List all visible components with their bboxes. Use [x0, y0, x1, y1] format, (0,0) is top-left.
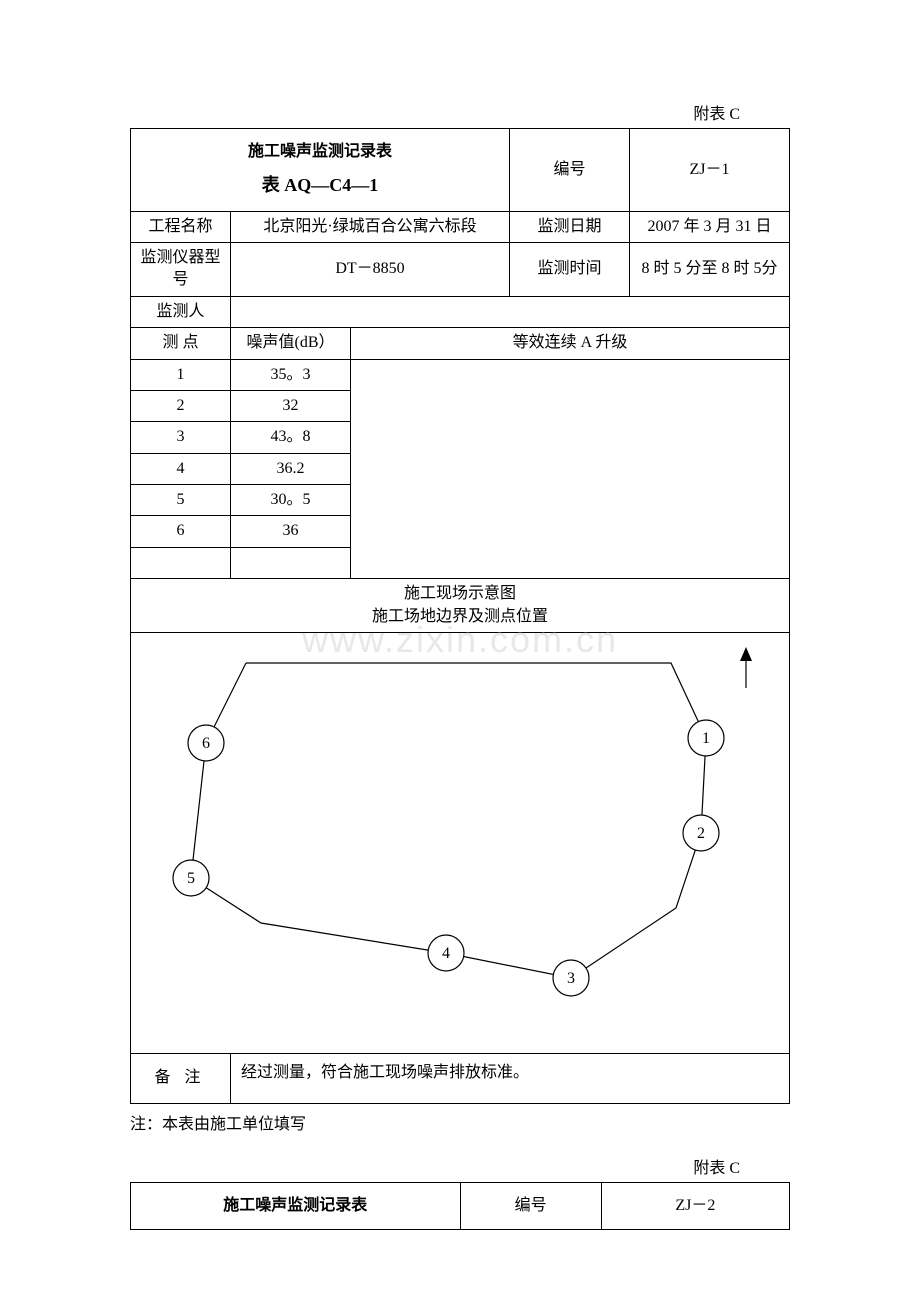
noise-monitoring-form-2: 施工噪声监测记录表 编号 ZJ－2 [130, 1182, 790, 1230]
svg-text:2: 2 [697, 825, 705, 842]
number-label: 编号 [510, 129, 630, 212]
point-cell: 4 [131, 453, 231, 484]
form2-number-value: ZJ－2 [601, 1183, 789, 1230]
noise-cell: 36 [231, 516, 351, 547]
noise-cell: 32 [231, 390, 351, 421]
form2-number-label: 编号 [460, 1183, 601, 1230]
header-point: 测 点 [131, 328, 231, 359]
appendix-label-2: 附表 C [40, 1154, 880, 1178]
point-cell: 5 [131, 485, 231, 516]
diagram-title2: 施工场地边界及测点位置 [372, 608, 548, 625]
number-value: ZJ－1 [630, 129, 790, 212]
diagram-title1: 施工现场示意图 [404, 585, 516, 602]
svg-text:3: 3 [567, 970, 575, 987]
form2-title: 施工噪声监测记录表 [131, 1183, 461, 1230]
remark-text: 经过测量，符合施工现场噪声排放标准。 [231, 1054, 790, 1104]
header-equiv: 等效连续 A 升级 [351, 328, 790, 359]
monitor-person-label: 监测人 [131, 296, 231, 327]
equiv-blank-area [351, 359, 790, 579]
diagram-header: 施工现场示意图 施工场地边界及测点位置 [131, 579, 789, 633]
svg-text:1: 1 [702, 730, 710, 747]
site-diagram-svg: 1 2 3 4 5 6 [131, 633, 789, 1043]
noise-monitoring-form-1: 施工噪声监测记录表 表 AQ—C4—1 编号 ZJ－1 工程名称 北京阳光·绿城… [130, 128, 790, 1104]
header-noise: 噪声值(dB） [231, 328, 351, 359]
monitor-person-value [231, 296, 790, 327]
footnote: 注：本表由施工单位填写 [130, 1110, 790, 1134]
monitor-date-label: 监测日期 [510, 211, 630, 242]
form-title-cell: 施工噪声监测记录表 表 AQ—C4—1 [131, 129, 510, 212]
form-subtitle: 表 AQ—C4—1 [137, 173, 503, 198]
point-cell: 3 [131, 422, 231, 453]
remark-label: 备注 [131, 1054, 231, 1104]
form-title: 施工噪声监测记录表 [248, 143, 392, 160]
point-cell: 2 [131, 390, 231, 421]
noise-cell: 30。5 [231, 485, 351, 516]
monitor-time-value: 8 时 5 分至 8 时 5分 [630, 242, 790, 296]
noise-cell-empty [231, 547, 351, 578]
monitor-date-value: 2007 年 3 月 31 日 [630, 211, 790, 242]
project-value: 北京阳光·绿城百合公寓六标段 [231, 211, 510, 242]
noise-cell: 43。8 [231, 422, 351, 453]
monitor-time-label: 监测时间 [510, 242, 630, 296]
svg-text:4: 4 [442, 945, 450, 962]
instrument-label: 监测仪器型号 [131, 242, 231, 296]
point-cell: 1 [131, 359, 231, 390]
noise-cell: 36.2 [231, 453, 351, 484]
diagram-cell: 施工现场示意图 施工场地边界及测点位置 www.zixin.com.cn 123… [131, 579, 790, 1054]
svg-text:6: 6 [202, 735, 210, 752]
appendix-label: 附表 C [40, 100, 880, 124]
point-cell: 6 [131, 516, 231, 547]
table-row: 1 35。3 [131, 359, 790, 390]
svg-text:5: 5 [187, 870, 195, 887]
instrument-value: DT－8850 [231, 242, 510, 296]
project-label: 工程名称 [131, 211, 231, 242]
noise-cell: 35。3 [231, 359, 351, 390]
point-cell-empty [131, 547, 231, 578]
